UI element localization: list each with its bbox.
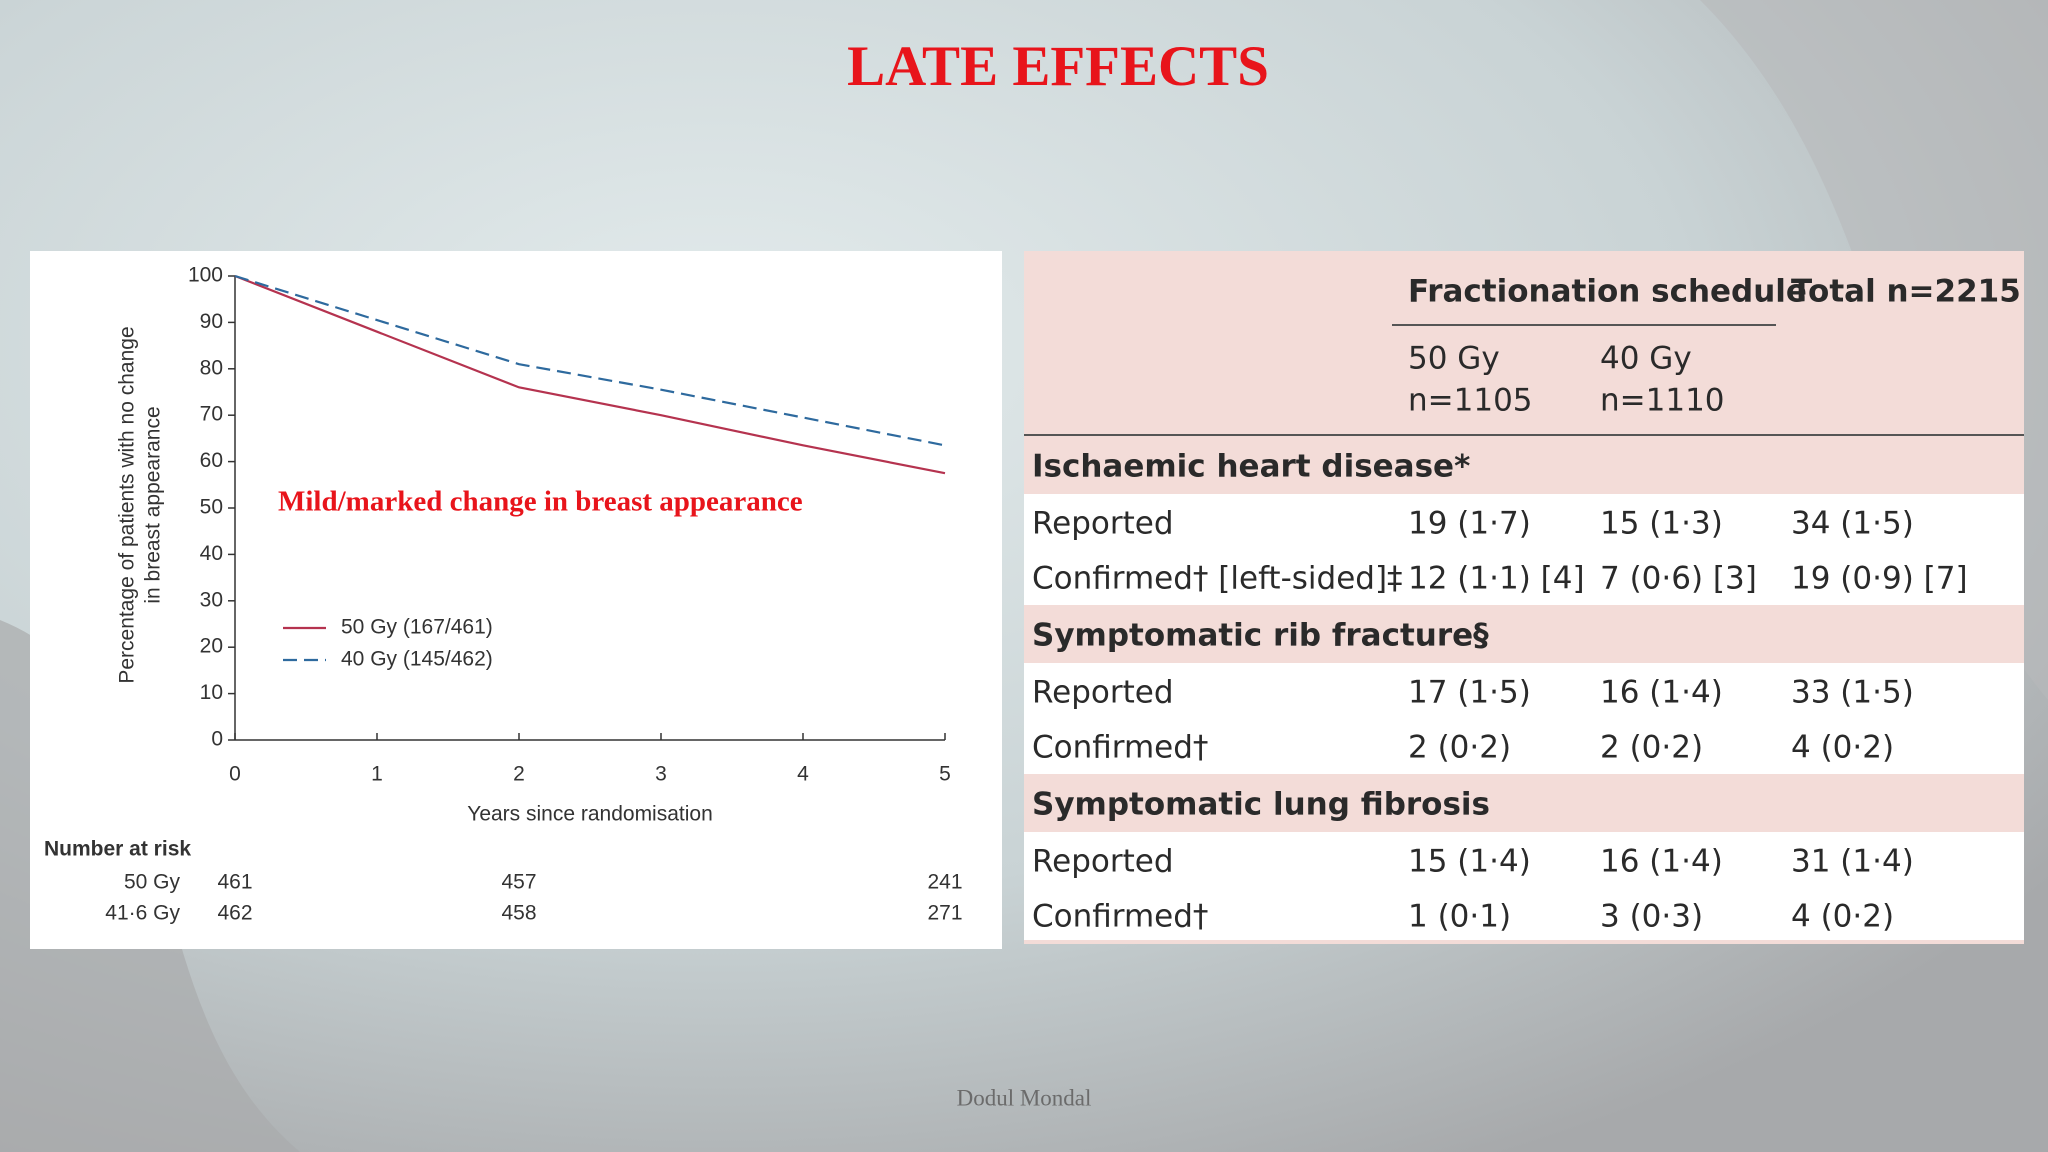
table-cell: 34 (1·5) (1791, 506, 1914, 542)
section-title: Ischaemic heart disease* (1032, 449, 1470, 485)
table-cell: 4 (0·2) (1791, 899, 1894, 935)
y-tick-label: 90 (200, 310, 223, 333)
table-cell: 12 (1·1) [4] (1408, 561, 1585, 597)
y-tick-label: 10 (200, 681, 223, 704)
x-tick-label: 0 (229, 763, 241, 786)
column-header: n=1110 (1600, 383, 1725, 419)
section-bg (1024, 605, 2024, 663)
x-tick-label: 2 (513, 763, 525, 786)
line-series (234, 274, 946, 447)
section-bg (1024, 774, 2024, 832)
risk-value: 458 (501, 902, 536, 925)
table-cell: 1 (0·1) (1408, 899, 1511, 935)
y-tick-label: 50 (200, 496, 223, 519)
risk-row-label: 41·6 Gy (105, 902, 180, 925)
line-series (234, 274, 946, 475)
table-cell: 17 (1·5) (1408, 675, 1531, 711)
risk-title: Number at risk (44, 838, 191, 861)
chart-panel (30, 251, 1002, 949)
section-bg (1024, 436, 2024, 494)
slide-title: LATE EFFECTS (847, 35, 1269, 98)
table-cell: 19 (1·7) (1408, 506, 1531, 542)
row-label: Reported (1032, 844, 1174, 880)
x-tick-label: 3 (655, 763, 667, 786)
y-axis-label: in breast appearance (142, 406, 165, 603)
y-tick-label: 60 (200, 449, 223, 472)
y-tick-label: 30 (200, 588, 223, 611)
y-axis-label: Percentage of patients with no change (116, 326, 139, 683)
table-cell: 3 (0·3) (1600, 899, 1703, 935)
annotation: Mild/marked change in breast appearance (278, 486, 803, 518)
x-tick-label: 4 (797, 763, 809, 786)
y-tick-label: 80 (200, 356, 223, 379)
section-title: Symptomatic rib fracture§ (1032, 618, 1489, 654)
legend-label: 40 Gy (145/462) (341, 648, 493, 671)
y-tick-label: 0 (211, 728, 223, 751)
row-label: Reported (1032, 675, 1174, 711)
table-cell: 7 (0·6) [3] (1600, 561, 1757, 597)
x-tick-label: 1 (371, 763, 383, 786)
column-header: 50 Gy (1408, 341, 1500, 377)
row-label: Confirmed† [left-sided]‡ (1032, 561, 1403, 597)
y-tick-label: 40 (200, 542, 223, 565)
x-tick-label: 5 (939, 763, 951, 786)
table-cell: 19 (0·9) [7] (1791, 561, 1968, 597)
table-header-bg (1024, 251, 2024, 435)
y-tick-label: 70 (200, 403, 223, 426)
table-cell: 15 (1·4) (1408, 844, 1531, 880)
risk-value: 461 (217, 871, 252, 894)
row-label: Reported (1032, 506, 1174, 542)
legend-label: 50 Gy (167/461) (341, 616, 493, 639)
column-header: 40 Gy (1600, 341, 1692, 377)
risk-value: 457 (501, 871, 536, 894)
row-label: Confirmed† (1032, 899, 1208, 935)
table-group-header: Fractionation schedule (1408, 274, 1807, 310)
risk-value: 271 (927, 902, 962, 925)
table-cell: 4 (0·2) (1791, 730, 1894, 766)
table-cell: 16 (1·4) (1600, 675, 1723, 711)
row-label: Confirmed† (1032, 730, 1208, 766)
y-tick-label: 20 (200, 635, 223, 658)
y-tick-label: 100 (188, 264, 223, 287)
table-bottom-band (1024, 940, 2024, 944)
table-cell: 33 (1·5) (1791, 675, 1914, 711)
risk-value: 241 (927, 871, 962, 894)
table-cell: 31 (1·4) (1791, 844, 1914, 880)
column-header: n=1105 (1408, 383, 1533, 419)
x-axis-label: Years since randomisation (467, 803, 713, 826)
table-cell: 2 (0·2) (1600, 730, 1703, 766)
risk-value: 462 (217, 902, 252, 925)
table-cell: 16 (1·4) (1600, 844, 1723, 880)
footer: Dodul Mondal (957, 1085, 1092, 1110)
section-title: Symptomatic lung fibrosis (1032, 787, 1490, 823)
table-cell: 15 (1·3) (1600, 506, 1723, 542)
table-cell: 2 (0·2) (1408, 730, 1511, 766)
risk-row-label: 50 Gy (124, 871, 181, 894)
table-total-header: Total n=2215 (1791, 274, 2021, 310)
